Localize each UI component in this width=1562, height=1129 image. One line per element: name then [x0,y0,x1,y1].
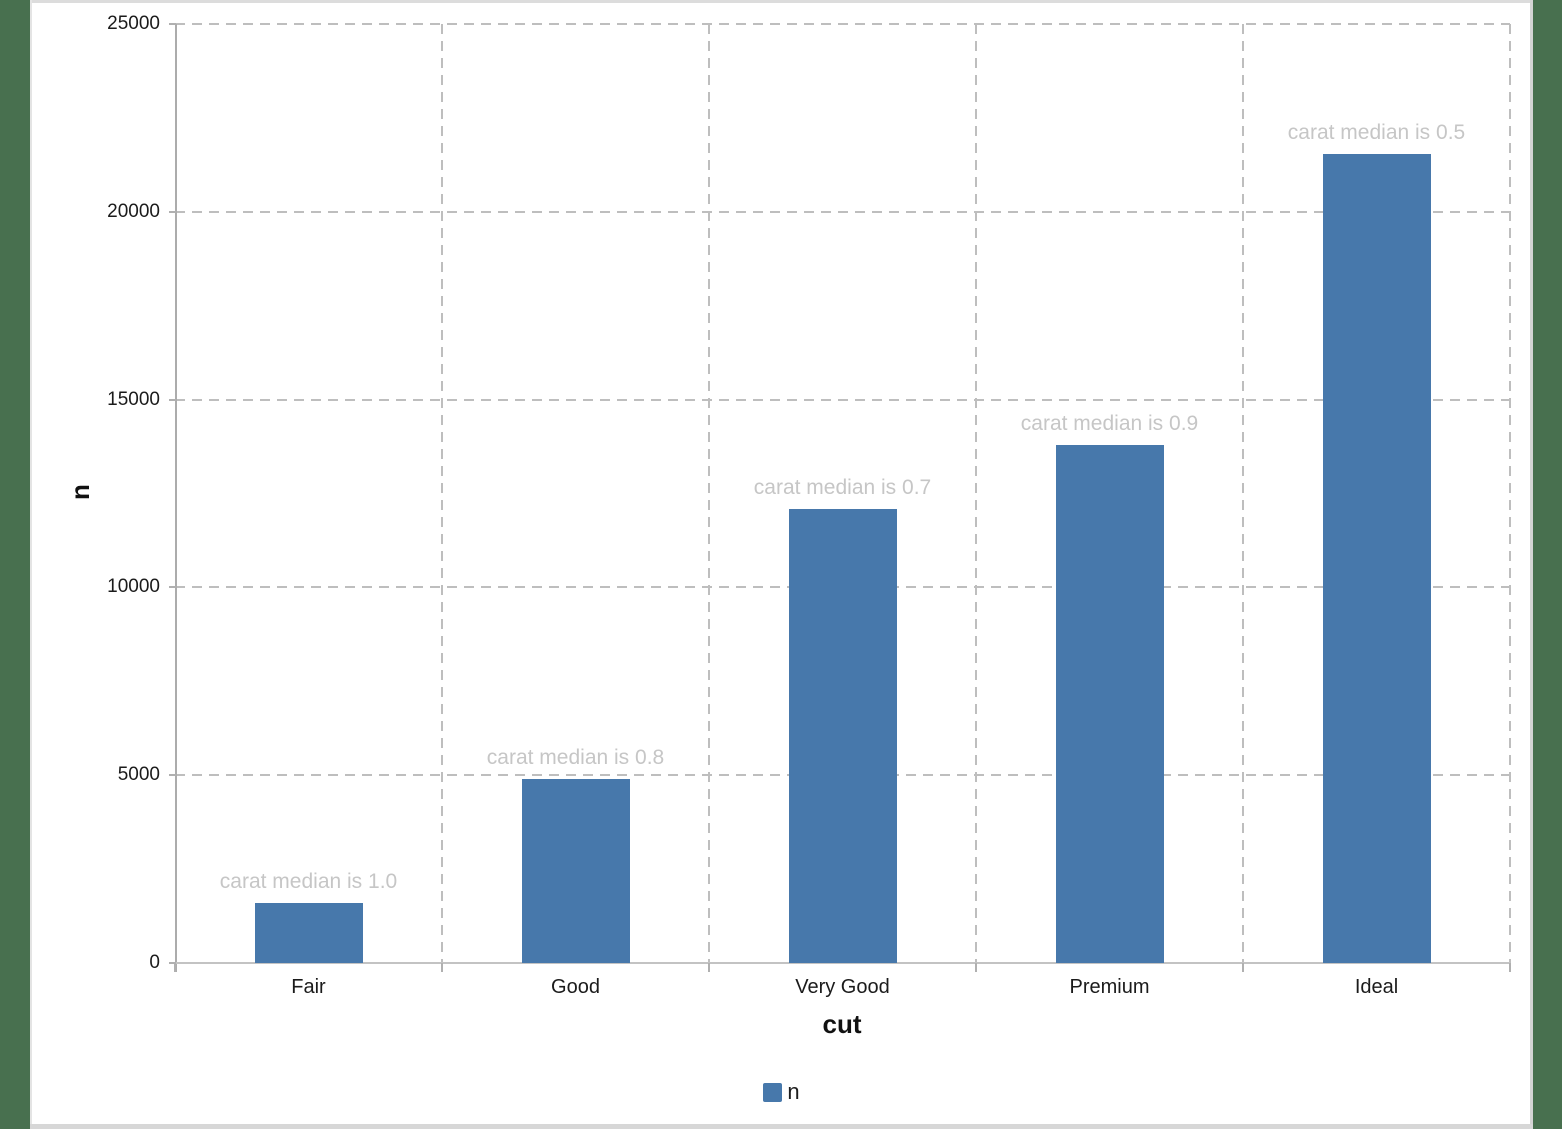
y-tick-label: 10000 [107,576,160,598]
x-axis-tick [708,963,710,972]
y-tick-label: 15000 [107,388,160,410]
window-left-edge [30,0,32,1129]
x-axis-title: cut [822,1009,862,1039]
bar-premium [1055,445,1164,963]
legend-series-label: n [787,1079,800,1104]
x-axis-tick [174,963,176,972]
window-right-edge [1530,0,1533,1129]
y-axis-line [175,24,177,972]
y-axis-tick [169,962,176,964]
x-axis-tick [441,963,443,972]
gridline-vertical [1509,24,1511,963]
gridline-horizontal [175,210,1510,213]
x-category-label: Very Good [795,976,890,998]
gridline-vertical [1242,24,1244,963]
x-axis-line [175,962,1510,964]
gridline-vertical [975,24,977,963]
x-category-label: Ideal [1354,976,1399,998]
gridline-horizontal [175,23,1510,25]
x-category-label: Fair [291,976,326,998]
y-tick-label: 5000 [117,764,160,786]
bar-annotation: carat median is 1.0 [219,869,398,893]
y-axis-tick [169,23,176,25]
y-tick-label: 20000 [107,200,160,222]
bar-ideal [1322,153,1431,963]
gridline-horizontal [175,398,1510,401]
x-category-label: Premium [1069,976,1150,998]
bar-annotation: carat median is 0.8 [486,745,665,769]
x-category-label: Good [551,976,600,998]
bar-annotation: carat median is 0.9 [1020,412,1199,435]
gridline-vertical [441,24,443,963]
legend: n [30,1081,1533,1103]
y-tick-label: 25000 [107,13,160,34]
x-axis-tick [1509,963,1511,972]
y-axis-tick [169,398,176,401]
y-axis-tick [169,774,176,777]
bar-fair [254,902,363,963]
y-axis-tick [169,210,176,213]
window-top-edge [30,0,1533,3]
y-axis-tick [169,586,176,589]
x-axis-tick [975,963,977,972]
y-tick-label: 0 [149,952,160,973]
bar-very-good [788,509,897,963]
bar-chart: n cut n 0 5000 10000 15000 20000 25000 carat m… [30,0,1533,1129]
chart-canvas: n cut n 0 5000 10000 15000 20000 25000 carat m… [30,0,1533,1129]
bar-annotation: carat median is 0.5 [1287,120,1466,144]
bar-annotation: carat median is 0.7 [753,476,932,500]
bar-good [521,778,630,963]
x-axis-tick [1242,963,1244,972]
y-axis-title: n [65,484,95,500]
legend-swatch-icon [763,1082,783,1102]
gridline-vertical [708,24,710,963]
window-bottom-edge [30,1124,1533,1129]
